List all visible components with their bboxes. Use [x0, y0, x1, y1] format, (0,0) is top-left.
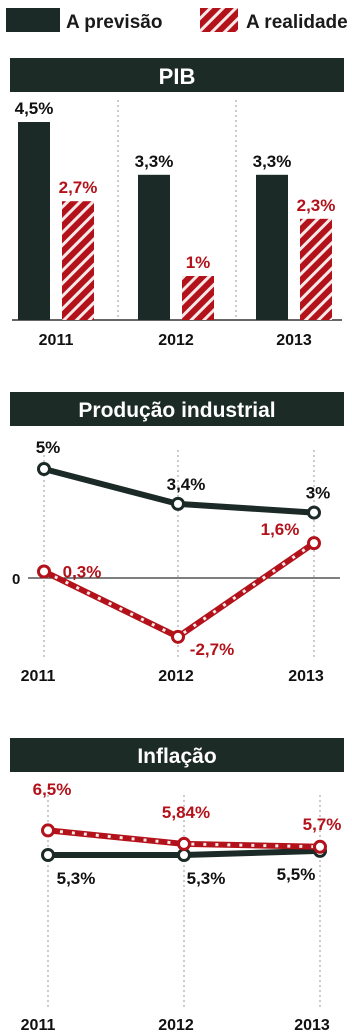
industry-x-tick-label: 2011 — [21, 668, 56, 685]
pib-bar-forecast-2012 — [138, 174, 170, 320]
industry-data-label: 5% — [36, 438, 61, 457]
industry-point-forecast-2013 — [307, 505, 321, 520]
inflation-title-bar — [10, 738, 344, 772]
industry-data-label: -2,7% — [190, 640, 234, 659]
legend-actual-label: A realidade — [246, 12, 348, 33]
inflation-plot-area: 5,3% 5,3% 5,5% 6,5% 5,84% 5,7% 2011 2012 2013 — [21, 780, 342, 1034]
pib-bar-actual-2013 — [300, 218, 332, 320]
pib-bar-actual-2011 — [62, 201, 94, 320]
industry-data-label: 0,3% — [63, 562, 102, 581]
pib-data-label: 3,3% — [135, 152, 174, 171]
pib-x-tick-label: 2011 — [39, 332, 74, 349]
pib-data-label: 2,7% — [59, 178, 98, 197]
inflation-point-forecast-2012 — [177, 848, 191, 862]
inflation-x-tick-label: 2011 — [21, 1017, 56, 1034]
legend-forecast-label: A previsão — [66, 12, 162, 33]
industry-line-actual-hatch — [43, 541, 315, 639]
pib-bar-actual-2012 — [182, 276, 214, 320]
inflation-data-label: 5,84% — [162, 803, 210, 822]
industry-data-label: 1,6% — [261, 520, 300, 539]
pib-x-tick-label: 2012 — [158, 332, 194, 349]
inflation-x-tick-label: 2012 — [158, 1017, 194, 1034]
pib-data-label: 1% — [186, 253, 211, 272]
industry-point-actual-2013 — [307, 536, 321, 551]
pib-data-label: 2,3% — [297, 196, 336, 215]
industry-chart: Produção industrial 0 5% 3,4% 3% 0,3% -2,7% 1,… — [10, 392, 344, 685]
pib-plot-area: 4,5% 3,3% 3,3% 2,7% 1% 2,3% 2011 2012 2013 — [12, 99, 342, 349]
inflation-point-forecast-2011 — [41, 848, 55, 862]
pib-data-label: 4,5% — [15, 99, 54, 118]
industry-title-bar — [10, 392, 344, 426]
industry-point-forecast-2011 — [37, 462, 51, 476]
inflation-x-tick-label: 2013 — [294, 1017, 330, 1034]
pib-title-bar — [10, 58, 344, 92]
pib-bar-forecast-2013 — [256, 174, 288, 320]
industry-title: Produção industrial — [78, 399, 275, 422]
pib-chart: PIB 4,5% 3,3% 3,3% 2,7% 1% 2,3% 2011 2012 2013 — [10, 58, 344, 349]
inflation-point-actual-2011 — [41, 823, 55, 838]
industry-data-label: 3,4% — [167, 475, 206, 494]
legend-forecast-swatch — [6, 8, 60, 32]
pib-title: PIB — [159, 64, 196, 89]
industry-point-actual-2011 — [37, 564, 51, 579]
pib-data-label: 3,3% — [253, 152, 292, 171]
industry-data-label: 3% — [306, 484, 331, 503]
industry-point-forecast-2012 — [171, 496, 185, 511]
legend: A previsão A realidade — [6, 8, 348, 33]
inflation-point-actual-2013 — [313, 839, 327, 854]
industry-x-tick-label: 2012 — [158, 668, 194, 685]
inflation-point-actual-2012 — [177, 836, 191, 851]
pib-x-tick-label: 2013 — [276, 332, 312, 349]
inflation-data-label: 6,5% — [33, 780, 72, 799]
inflation-data-label: 5,3% — [187, 869, 226, 888]
pib-bar-forecast-2011 — [18, 122, 50, 320]
inflation-data-label: 5,5% — [277, 865, 316, 884]
industry-zero-label: 0 — [12, 571, 20, 588]
industry-point-actual-2012 — [171, 629, 185, 644]
inflation-data-label: 5,7% — [303, 815, 342, 834]
inflation-data-label: 5,3% — [57, 869, 96, 888]
industry-x-tick-label: 2013 — [288, 668, 324, 685]
industry-plot-area: 0 5% 3,4% 3% 0,3% -2,7% 1,6% 2011 2012 2013 — [12, 438, 340, 685]
legend-actual-swatch — [200, 8, 238, 32]
inflation-chart: Inflação 5,3% 5,3% 5,5% 6,5% 5,84% 5,7% 2011 20… — [10, 738, 344, 1034]
inflation-title: Inflação — [137, 745, 216, 768]
industry-line-actual — [42, 540, 316, 640]
